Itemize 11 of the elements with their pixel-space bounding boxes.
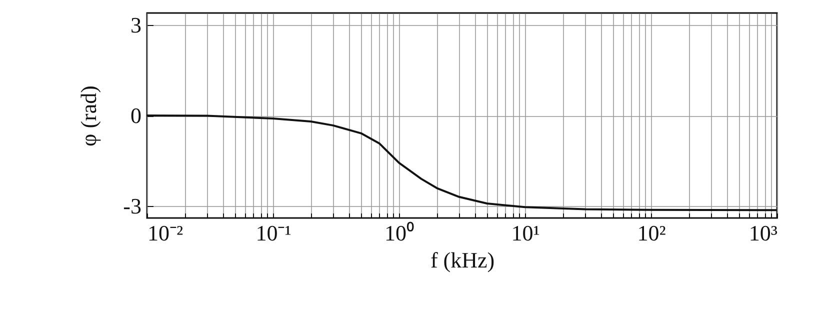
y-tick-label: 0 — [130, 103, 142, 128]
x-tick-label: 10² — [637, 220, 666, 246]
x-tick-label: 10⁰ — [384, 220, 414, 246]
x-axis-title: f (kHz) — [430, 248, 495, 272]
y-tick-label: -3 — [123, 193, 142, 218]
x-tick-label: 10³ — [748, 220, 778, 246]
x-tick-label: 10⁻¹ — [256, 220, 292, 246]
y-tick-label: 3 — [130, 12, 142, 38]
x-tick-label: 10⁻² — [148, 220, 184, 246]
x-tick-label: 10¹ — [511, 220, 540, 246]
y-axis-title: φ (rad) — [76, 86, 102, 146]
